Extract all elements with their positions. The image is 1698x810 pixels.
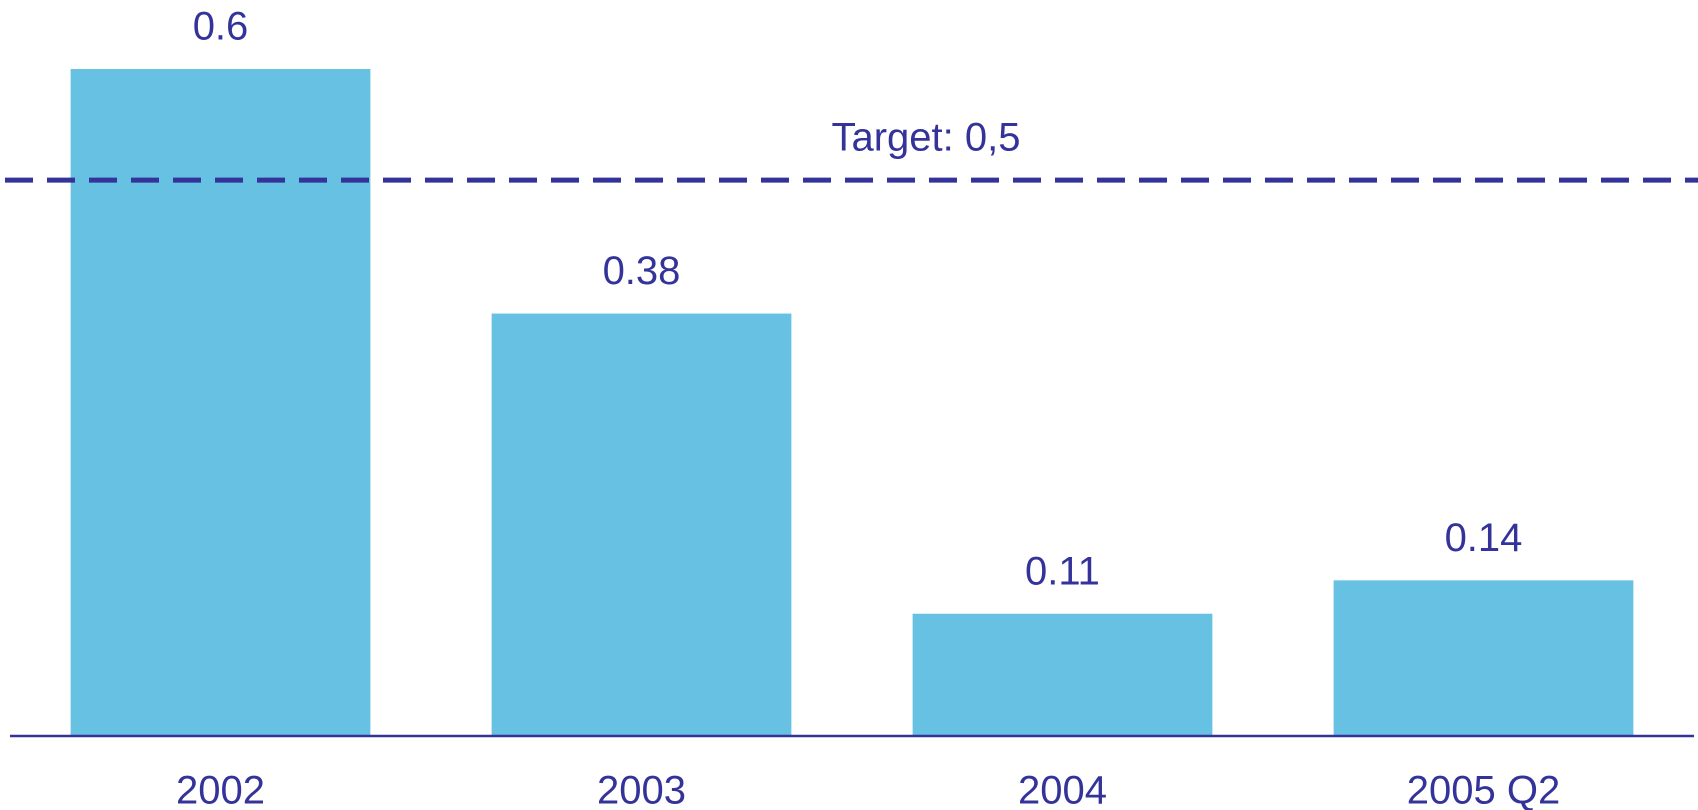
target-label: Target: 0,5 (831, 116, 1020, 160)
bar (912, 613, 1213, 736)
value-label: 0.6 (193, 5, 249, 49)
bar (70, 69, 371, 736)
value-label: 0.14 (1445, 516, 1523, 560)
x-tick-label: 2002 (176, 769, 265, 810)
value-label: 0.38 (603, 249, 681, 293)
x-tick-label: 2003 (597, 769, 686, 810)
value-label: 0.11 (1025, 549, 1100, 593)
x-tick-label: 2004 (1018, 769, 1107, 810)
x-tick-label: 2005 Q2 (1407, 769, 1560, 810)
bar (491, 313, 792, 736)
bar (1333, 580, 1634, 736)
